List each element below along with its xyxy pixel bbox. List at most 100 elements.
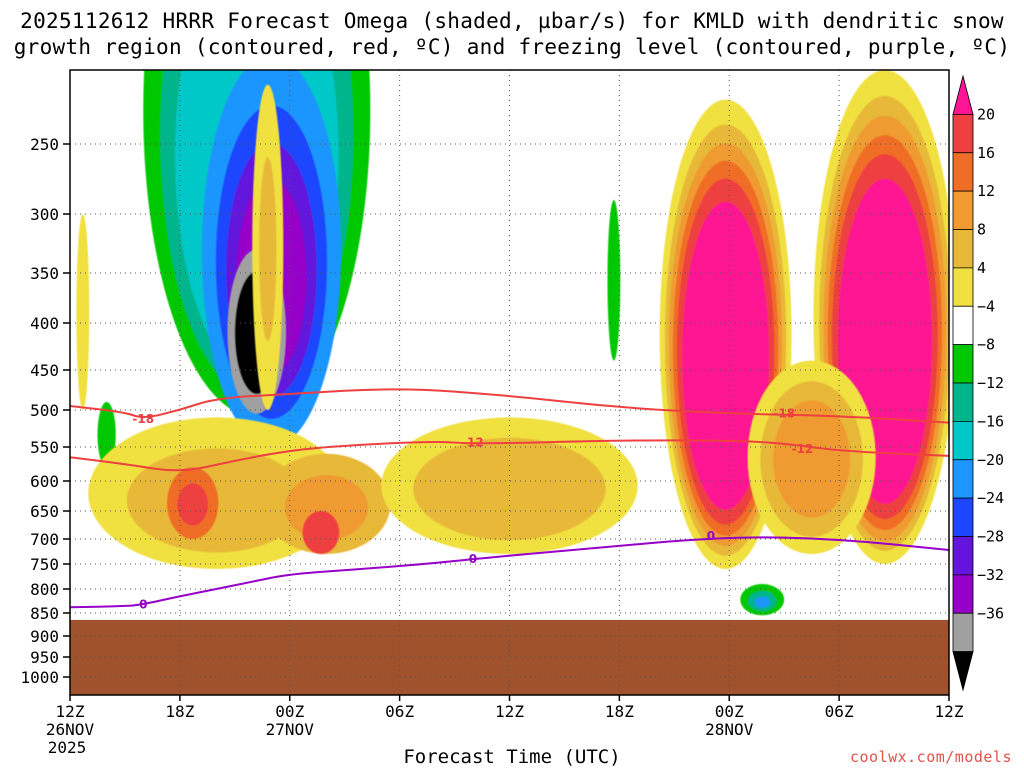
pos-lower-mid-core bbox=[302, 511, 340, 554]
y-tick-label: 250 bbox=[30, 135, 59, 154]
ground-rect bbox=[70, 619, 949, 695]
colorbar-label: 20 bbox=[977, 105, 995, 123]
colorbar-label: −28 bbox=[977, 528, 1004, 546]
contour-label: 0 bbox=[469, 552, 477, 566]
pos-lower-left-core-level-1 bbox=[177, 483, 209, 526]
y-tick-label: 950 bbox=[30, 648, 59, 667]
y-tick-label: 750 bbox=[30, 555, 59, 574]
x-tick-label: 12Z bbox=[935, 702, 964, 721]
x-tick-label: 12Z bbox=[495, 702, 524, 721]
contour-label: -18 bbox=[132, 412, 154, 426]
colorbar-segment bbox=[952, 267, 974, 307]
contour-label: -12 bbox=[792, 442, 814, 456]
credit-text: coolwx.com/models bbox=[849, 748, 1012, 766]
y-tick-label: 700 bbox=[30, 530, 59, 549]
neg-streak-19z bbox=[607, 199, 621, 361]
x-tick-label: 06Z bbox=[825, 702, 854, 721]
colorbar-label: −16 bbox=[977, 412, 1004, 430]
plot-area: -18 -18 -12 -12 0 0 0 bbox=[70, 70, 949, 695]
neg-surface-01z bbox=[740, 584, 785, 616]
gridlines bbox=[70, 70, 949, 695]
colorbar-segment bbox=[952, 574, 974, 614]
colorbar-segment bbox=[952, 497, 974, 537]
colorbar-segment bbox=[952, 74, 974, 115]
contour-line bbox=[70, 536, 949, 609]
title-line-1: 2025112612 HRRR Forecast Omega (shaded, … bbox=[20, 9, 1004, 33]
pos-left-edge-level-0 bbox=[76, 214, 90, 410]
colorbar-segment bbox=[952, 229, 974, 269]
neg-surface-01z-level-2 bbox=[754, 596, 770, 608]
x-tick-date: 27NOV bbox=[266, 720, 315, 739]
y-tick-label: 850 bbox=[30, 604, 59, 623]
pos-bridge-level-2 bbox=[773, 400, 851, 518]
colorbar-label: 16 bbox=[977, 144, 995, 162]
y-tick-label: 650 bbox=[30, 502, 59, 521]
contour-line bbox=[70, 439, 949, 472]
colorbar-segment bbox=[952, 536, 974, 576]
colorbar-segment bbox=[952, 459, 974, 499]
y-tick-label: 450 bbox=[30, 361, 59, 380]
omega-shading bbox=[76, 70, 949, 616]
x-tick-label: 18Z bbox=[165, 702, 194, 721]
contour-label: 0 bbox=[139, 597, 147, 611]
colorbar: 20 16 12 8 4 −4 −8 −12 −16 −20 −24 −28 −32 −36 bbox=[952, 74, 1004, 692]
pos-left-edge bbox=[76, 214, 90, 410]
x-tick-label: 06Z bbox=[385, 702, 414, 721]
y-tick-label: 800 bbox=[30, 580, 59, 599]
y-tick-label: 300 bbox=[30, 205, 59, 224]
colorbar-segment bbox=[952, 420, 974, 461]
colorbar-label: 8 bbox=[977, 221, 986, 239]
y-tick-label: 500 bbox=[30, 401, 59, 420]
pos-mid-band-level-1 bbox=[413, 437, 606, 541]
colorbar-segment bbox=[952, 305, 974, 346]
pos-streak-10z-level-1 bbox=[259, 157, 277, 341]
x-tick-label: 12Z bbox=[56, 702, 85, 721]
colorbar-segment bbox=[952, 612, 974, 653]
contour-label: -12 bbox=[462, 436, 484, 450]
pos-streak-10z bbox=[252, 84, 284, 410]
colorbar-label: −24 bbox=[977, 489, 1004, 507]
colorbar-label: −20 bbox=[977, 451, 1004, 469]
pos-lower-left-core bbox=[167, 467, 219, 539]
colorbar-label: −32 bbox=[977, 566, 1004, 584]
y-tick-label: 1000 bbox=[20, 668, 59, 687]
y-tick-label: 600 bbox=[30, 472, 59, 491]
x-tick-date: 28NOV bbox=[705, 720, 754, 739]
title-line-2: growth region (contoured, red, ºC) and f… bbox=[13, 35, 1011, 59]
y-tick-label: 400 bbox=[30, 314, 59, 333]
x-tick-label: 00Z bbox=[715, 702, 744, 721]
x-tick-label: 00Z bbox=[275, 702, 304, 721]
y-tick-label: 550 bbox=[30, 438, 59, 457]
x-axis-title: Forecast Time (UTC) bbox=[403, 746, 621, 768]
colorbar-label: −12 bbox=[977, 374, 1004, 392]
colorbar-segment bbox=[952, 190, 974, 230]
colorbar-label: 4 bbox=[977, 259, 986, 277]
x-tick-date: 26NOV bbox=[46, 720, 95, 739]
colorbar-segment bbox=[952, 344, 974, 384]
colorbar-label: −36 bbox=[977, 604, 1004, 622]
contour-label: -18 bbox=[773, 407, 795, 421]
chart-title: 2025112612 HRRR Forecast Omega (shaded, … bbox=[0, 8, 1024, 60]
colorbar-label: −8 bbox=[977, 336, 995, 354]
colorbar-segment bbox=[952, 113, 974, 154]
colorbar-segment bbox=[952, 651, 974, 692]
colorbar-label: −4 bbox=[977, 297, 995, 315]
contour-label: 0 bbox=[707, 529, 715, 543]
pos-lower-mid-core-level-0 bbox=[302, 511, 340, 554]
colorbar-segment bbox=[952, 382, 974, 422]
ground-mask bbox=[70, 619, 949, 695]
contours: -18 -18 -12 -12 0 0 0 bbox=[70, 388, 949, 611]
x-tick-year: 2025 bbox=[48, 738, 87, 757]
x-tick-label: 18Z bbox=[605, 702, 634, 721]
y-tick-label: 350 bbox=[30, 264, 59, 283]
pos-column-28a-level-5 bbox=[682, 201, 770, 510]
pos-bridge bbox=[747, 360, 876, 554]
y-axis: 250 300 350 400 450 500 550 600 650 700 750 800 850 9… bbox=[20, 135, 70, 687]
y-tick-label: 900 bbox=[30, 627, 59, 646]
contour-line bbox=[70, 388, 949, 424]
colorbar-segment bbox=[952, 152, 974, 192]
colorbar-label: 12 bbox=[977, 182, 995, 200]
neg-streak-19z-level-0 bbox=[607, 199, 621, 361]
